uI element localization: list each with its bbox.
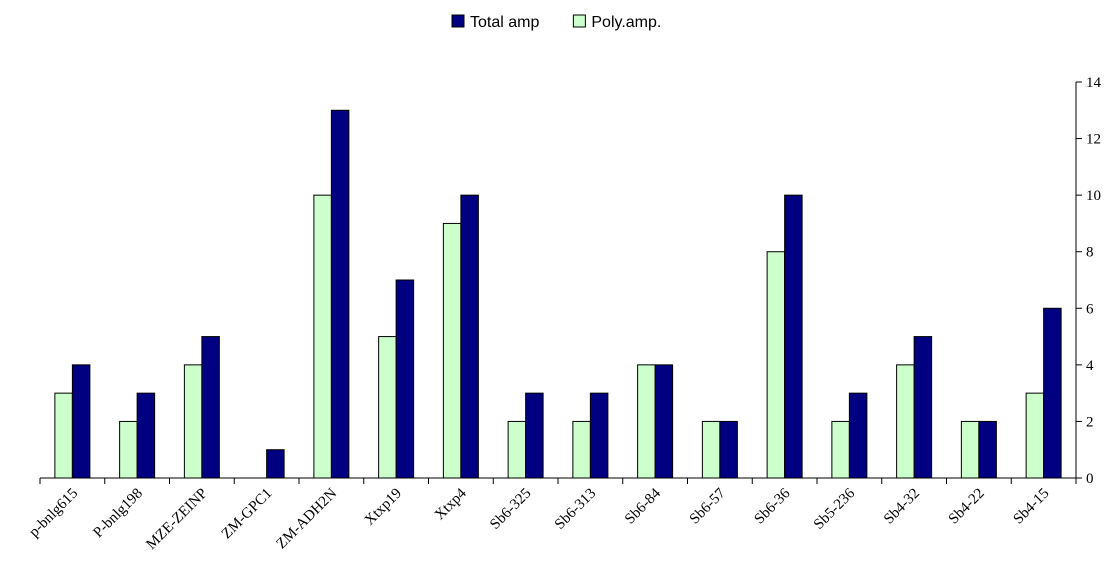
bar-poly-amp-xtxp19 [378, 336, 397, 479]
y-tick-label: 2 [1086, 414, 1094, 430]
x-category-label: Sb4-32 [881, 486, 923, 528]
bar-total-amp-zm-gpc1 [266, 449, 285, 479]
legend-swatch-poly-amp [572, 14, 586, 28]
x-category-label: MZE-ZEINP [143, 486, 210, 553]
bar-total-amp-sb6-84 [654, 364, 674, 479]
x-category-label: Sb4-22 [946, 486, 988, 528]
x-category-label: Sb6-325 [487, 486, 534, 533]
y-tick-label: 12 [1086, 132, 1101, 148]
x-category-label: Sb4-15 [1010, 486, 1052, 528]
bar-poly-amp-sb4-32 [896, 364, 915, 479]
bar-poly-amp-mze-zeinp [183, 364, 203, 479]
bar-total-amp-sb6-57 [719, 420, 738, 479]
bar-total-amp-p-bnlg615 [71, 364, 91, 479]
x-category-label: p-bnlg615 [26, 486, 81, 541]
bars [54, 109, 1062, 479]
axes [39, 82, 1077, 484]
y-tick-label: 4 [1086, 358, 1094, 374]
x-category-label: Sb6-313 [552, 486, 599, 533]
legend-label-poly-amp: Poly.amp. [591, 14, 661, 31]
y-tick-label: 0 [1086, 471, 1094, 487]
x-category-label: ZM-GPC1 [219, 486, 276, 543]
x-category-label: Sb6-57 [687, 485, 729, 527]
bar-total-amp-xtxp4 [460, 194, 479, 479]
bar-total-amp-sb4-22 [978, 420, 997, 479]
bar-total-amp-xtxp19 [395, 279, 415, 479]
x-category-label: Sb6-84 [622, 485, 664, 527]
bar-total-amp-sb4-32 [913, 336, 933, 479]
bar-poly-amp-sb6-313 [572, 420, 591, 479]
bar-total-amp-sb5-236 [848, 392, 868, 479]
x-category-label: ZM-ADH2N [274, 485, 341, 552]
x-category-label: Xtxp19 [362, 486, 405, 529]
y-tick-label: 6 [1086, 301, 1094, 317]
bar-total-amp-sb4-15 [1043, 307, 1062, 479]
bar-poly-amp-sb6-84 [637, 364, 656, 479]
bar-poly-amp-sb4-22 [960, 420, 980, 479]
bar-total-amp-mze-zeinp [201, 336, 220, 479]
bar-poly-amp-p-bnlg198 [119, 420, 138, 479]
y-tick-label: 10 [1086, 188, 1101, 204]
bar-total-amp-p-bnlg198 [136, 392, 156, 479]
bar-total-amp-sb6-36 [784, 194, 803, 479]
legend-label-total-amp: Total amp [470, 14, 539, 31]
bar-poly-amp-p-bnlg615 [54, 392, 73, 479]
y-axis-ticks: 0 2 4 6 8 10 12 14 [1076, 75, 1102, 487]
x-category-label: Sb6-36 [751, 485, 793, 527]
legend: Total amp Poly.amp. [451, 14, 661, 31]
y-tick-label: 14 [1086, 75, 1102, 91]
legend-swatch-total-amp [451, 14, 465, 28]
bar-poly-amp-sb6-57 [701, 420, 721, 479]
y-tick-label: 8 [1086, 245, 1094, 261]
bar-poly-amp-zm-adh2n [313, 194, 332, 479]
bar-poly-amp-xtxp4 [442, 222, 462, 479]
bar-total-amp-zm-adh2n [330, 109, 350, 479]
x-category-label: P-bnlg198 [90, 486, 146, 542]
bar-total-amp-sb6-325 [525, 392, 544, 479]
x-category-label: Xtxp4 [432, 485, 470, 523]
bar-poly-amp-sb6-325 [507, 420, 527, 479]
bar-poly-amp-sb6-36 [766, 251, 786, 479]
x-category-label: Sb5-236 [811, 485, 859, 533]
bar-total-amp-sb6-313 [589, 392, 609, 479]
bar-poly-amp-sb5-236 [831, 420, 850, 479]
bar-poly-amp-sb4-15 [1025, 392, 1045, 479]
